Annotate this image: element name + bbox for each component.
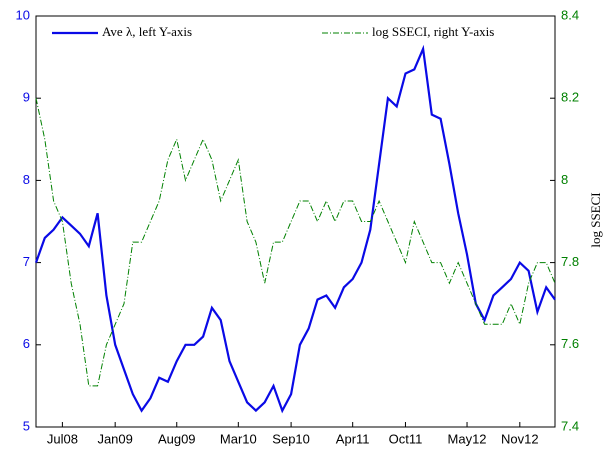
x-tick-label: Aug09: [158, 431, 196, 446]
y2-tick-label: 8.4: [561, 7, 579, 22]
legend-label: log SSECI, right Y-axis: [372, 24, 494, 39]
y-tick-label: 10: [16, 7, 30, 22]
series-line: [34, 44, 556, 414]
x-tick-label: Oct11: [389, 431, 423, 446]
y-tick-label: 7: [23, 254, 30, 269]
y2-axis-label: log SSECI: [588, 192, 603, 247]
x-tick-label: May12: [448, 431, 487, 446]
x-tick-label: Jan09: [97, 431, 132, 446]
x-tick-label: Nov12: [501, 431, 539, 446]
x-tick-label: Mar10: [220, 431, 257, 446]
y-tick-label: 8: [23, 172, 30, 187]
y2-tick-label: 7.8: [561, 254, 579, 269]
y2-tick-label: 7.6: [561, 336, 579, 351]
y2-tick-label: 8.2: [561, 90, 579, 105]
y-tick-label: 5: [23, 418, 30, 433]
x-tick-label: Sep10: [272, 431, 310, 446]
x-tick-label: Apr11: [336, 431, 370, 446]
legend-label: Ave λ, left Y-axis: [102, 24, 192, 39]
plot-frame: [35, 15, 556, 428]
y2-tick-label: 7.4: [561, 418, 579, 433]
y2-tick-label: 8: [561, 172, 568, 187]
y-tick-label: 6: [23, 336, 30, 351]
y-tick-label: 9: [23, 90, 30, 105]
series-line: [35, 98, 556, 387]
x-tick-label: Jul08: [47, 431, 78, 446]
